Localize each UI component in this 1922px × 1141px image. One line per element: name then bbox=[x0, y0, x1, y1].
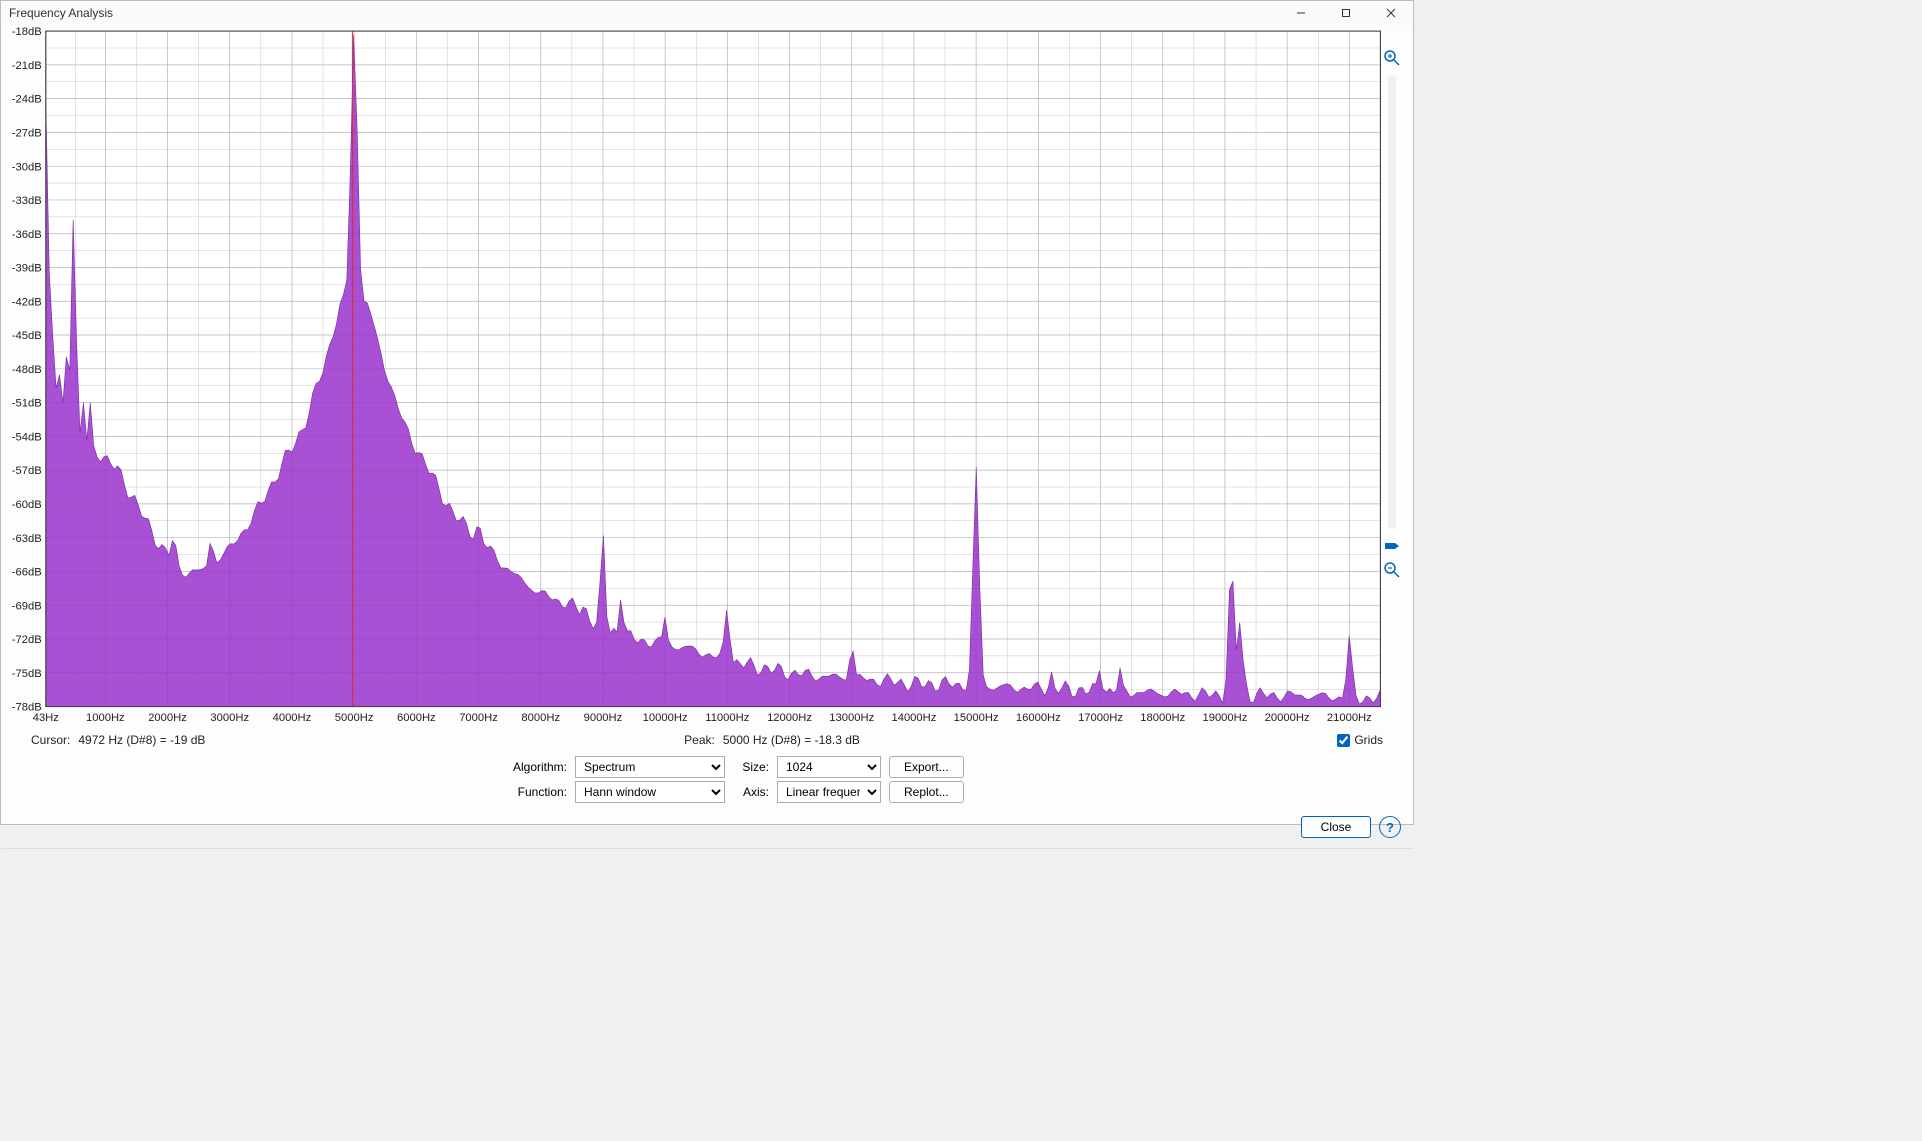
svg-text:9000Hz: 9000Hz bbox=[584, 712, 623, 724]
svg-text:-63dB: -63dB bbox=[12, 533, 42, 545]
svg-text:19000Hz: 19000Hz bbox=[1202, 712, 1247, 724]
svg-text:1000Hz: 1000Hz bbox=[86, 712, 125, 724]
svg-text:-75dB: -75dB bbox=[12, 668, 42, 680]
svg-text:-69dB: -69dB bbox=[12, 600, 42, 612]
svg-text:21000Hz: 21000Hz bbox=[1327, 712, 1372, 724]
svg-text:10000Hz: 10000Hz bbox=[643, 712, 688, 724]
svg-text:-33dB: -33dB bbox=[12, 195, 42, 207]
chart-side-tools bbox=[1381, 49, 1403, 579]
svg-text:-24dB: -24dB bbox=[12, 94, 42, 106]
dialog-footer: Close ? bbox=[1, 810, 1413, 848]
svg-text:6000Hz: 6000Hz bbox=[397, 712, 436, 724]
vertical-scrollbar[interactable] bbox=[1388, 75, 1396, 529]
frequency-analysis-window: Frequency Analysis -18dB-21dB-24dB-27dB-… bbox=[0, 0, 1414, 825]
help-button[interactable]: ? bbox=[1379, 816, 1401, 838]
svg-text:18000Hz: 18000Hz bbox=[1140, 712, 1185, 724]
axis-label: Axis: bbox=[733, 785, 769, 799]
replot-button[interactable]: Replot... bbox=[889, 781, 964, 803]
status-row: Cursor: 4972 Hz (D#8) = -19 dB Peak: 500… bbox=[1, 729, 1413, 749]
svg-text:43Hz: 43Hz bbox=[33, 712, 60, 724]
titlebar-controls bbox=[1278, 1, 1413, 25]
size-label: Size: bbox=[733, 760, 769, 774]
function-label: Function: bbox=[487, 785, 567, 799]
pin-icon[interactable] bbox=[1383, 537, 1401, 555]
svg-text:13000Hz: 13000Hz bbox=[829, 712, 874, 724]
svg-text:5000Hz: 5000Hz bbox=[335, 712, 374, 724]
cursor-label: Cursor: bbox=[31, 733, 70, 747]
algorithm-label: Algorithm: bbox=[487, 760, 567, 774]
svg-text:-36dB: -36dB bbox=[12, 229, 42, 241]
svg-text:-21dB: -21dB bbox=[12, 60, 42, 72]
grids-label[interactable]: Grids bbox=[1354, 733, 1383, 747]
axis-select[interactable]: Linear frequency bbox=[777, 781, 881, 803]
svg-text:17000Hz: 17000Hz bbox=[1078, 712, 1123, 724]
grids-checkbox[interactable] bbox=[1337, 734, 1350, 747]
svg-text:-66dB: -66dB bbox=[12, 567, 42, 579]
svg-text:15000Hz: 15000Hz bbox=[954, 712, 999, 724]
svg-text:-60dB: -60dB bbox=[12, 499, 42, 511]
svg-text:-48dB: -48dB bbox=[12, 364, 42, 376]
svg-text:20000Hz: 20000Hz bbox=[1265, 712, 1310, 724]
svg-text:-18dB: -18dB bbox=[12, 27, 42, 38]
svg-text:4000Hz: 4000Hz bbox=[273, 712, 312, 724]
close-button[interactable]: Close bbox=[1301, 816, 1371, 838]
svg-text:16000Hz: 16000Hz bbox=[1016, 712, 1061, 724]
titlebar: Frequency Analysis bbox=[1, 1, 1413, 25]
controls-panel: Algorithm: Spectrum Size: 1024 Export...… bbox=[1, 749, 1413, 810]
cursor-value: 4972 Hz (D#8) = -19 dB bbox=[78, 733, 205, 747]
svg-text:-45dB: -45dB bbox=[12, 330, 42, 342]
svg-text:-51dB: -51dB bbox=[12, 398, 42, 410]
svg-text:12000Hz: 12000Hz bbox=[767, 712, 812, 724]
minimize-button[interactable] bbox=[1278, 1, 1323, 25]
svg-text:11000Hz: 11000Hz bbox=[705, 712, 749, 724]
svg-text:-27dB: -27dB bbox=[12, 127, 42, 139]
svg-text:3000Hz: 3000Hz bbox=[210, 712, 249, 724]
maximize-button[interactable] bbox=[1323, 1, 1368, 25]
algorithm-select[interactable]: Spectrum bbox=[575, 756, 725, 778]
svg-text:-54dB: -54dB bbox=[12, 431, 42, 443]
svg-text:-39dB: -39dB bbox=[12, 263, 42, 275]
peak-value: 5000 Hz (D#8) = -18.3 dB bbox=[723, 733, 860, 747]
size-select[interactable]: 1024 bbox=[777, 756, 881, 778]
zoom-in-icon[interactable] bbox=[1383, 49, 1401, 67]
resize-grip[interactable] bbox=[1, 848, 1413, 849]
svg-text:-30dB: -30dB bbox=[12, 161, 42, 173]
svg-text:-72dB: -72dB bbox=[12, 634, 42, 646]
export-button[interactable]: Export... bbox=[889, 756, 964, 778]
svg-text:8000Hz: 8000Hz bbox=[521, 712, 560, 724]
svg-text:14000Hz: 14000Hz bbox=[891, 712, 936, 724]
zoom-fit-icon[interactable] bbox=[1383, 561, 1401, 579]
svg-text:-42dB: -42dB bbox=[12, 296, 42, 308]
function-select[interactable]: Hann window bbox=[575, 781, 725, 803]
svg-text:-57dB: -57dB bbox=[12, 465, 42, 477]
close-window-button[interactable] bbox=[1368, 1, 1413, 25]
svg-text:7000Hz: 7000Hz bbox=[459, 712, 498, 724]
svg-text:2000Hz: 2000Hz bbox=[148, 712, 187, 724]
window-title: Frequency Analysis bbox=[9, 6, 113, 20]
spectrum-chart[interactable]: -18dB -21dB -24dB -27dB -30dB -33dB -36dB -39dB… bbox=[5, 27, 1409, 729]
peak-label: Peak: bbox=[684, 733, 715, 747]
